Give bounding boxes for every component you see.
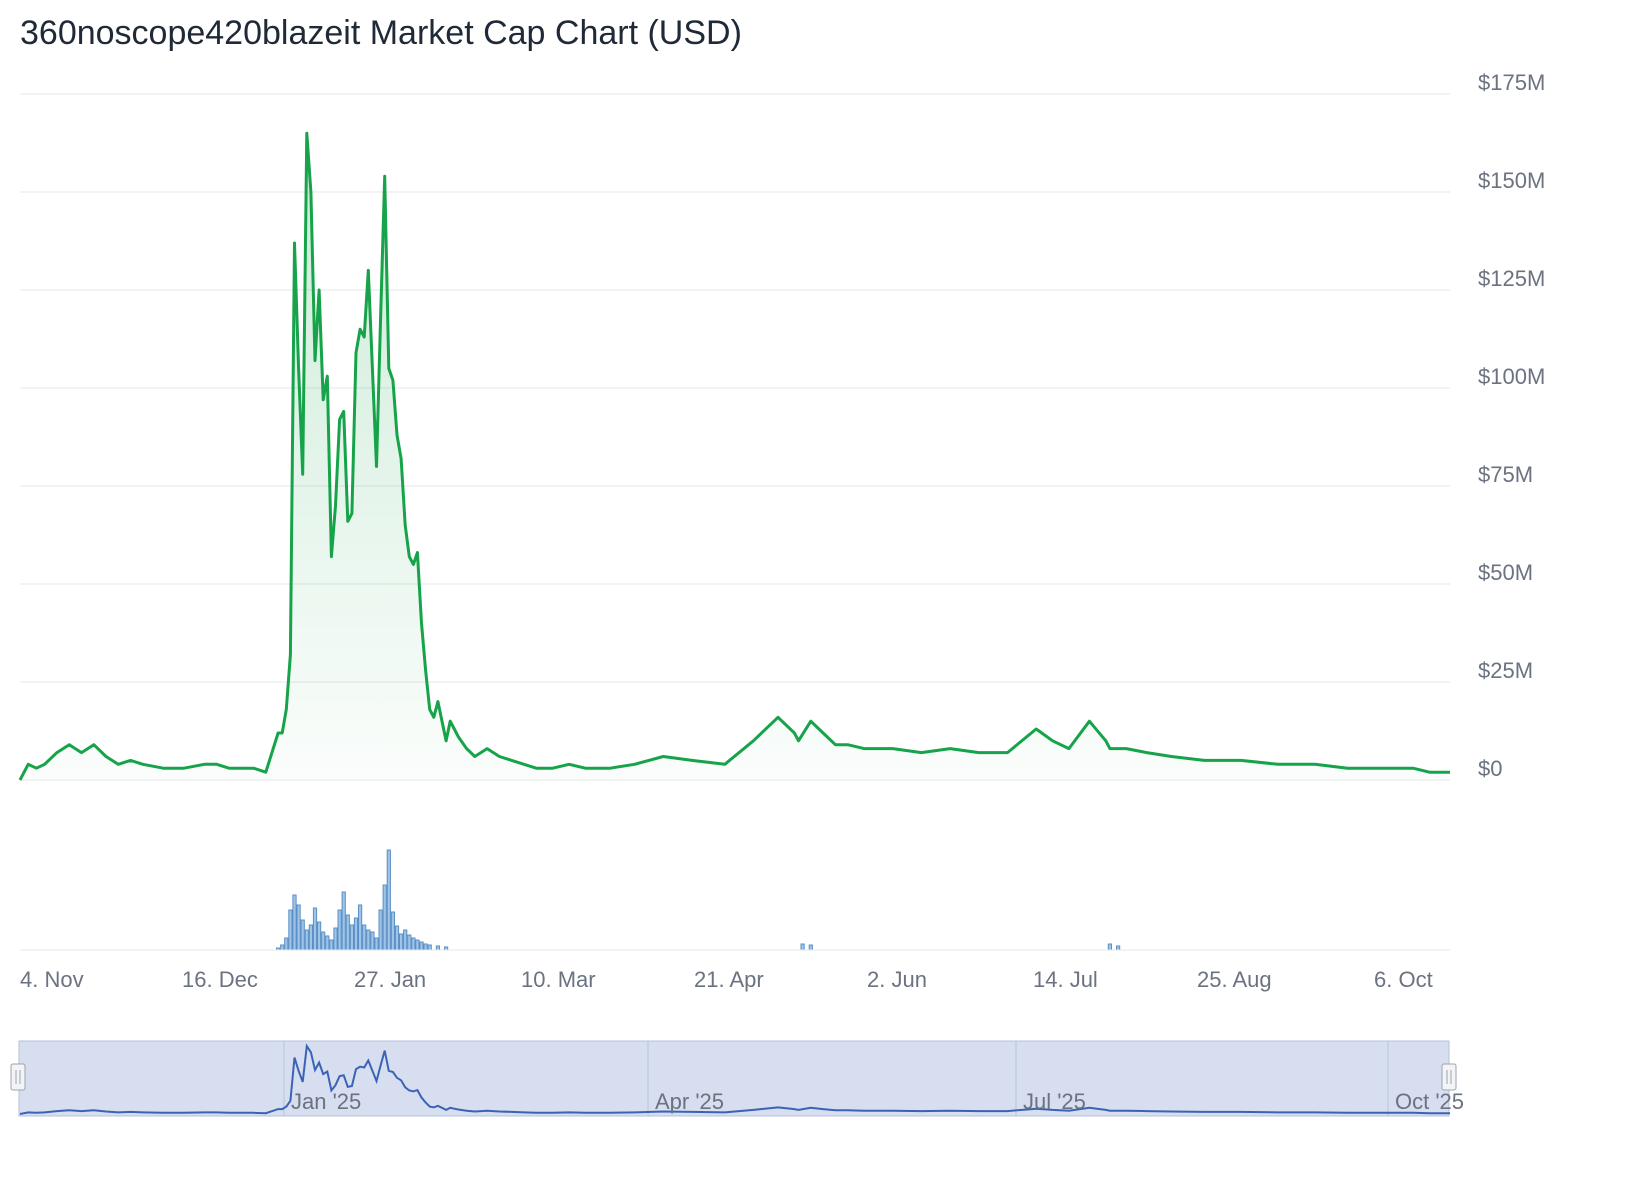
volume-bar (370, 931, 375, 951)
gridlines (20, 93, 1450, 781)
volume-bar (358, 904, 363, 951)
y-tick-label: $0 (1478, 756, 1502, 781)
x-tick-label: 16. Dec (182, 967, 258, 992)
volume-bar (329, 939, 334, 951)
y-tick-label: $100M (1478, 364, 1545, 389)
volume-bar (411, 937, 416, 951)
x-tick-label: 25. Aug (1197, 967, 1272, 992)
price-series-line (18, 131, 1450, 781)
volume-bar (382, 884, 387, 951)
y-axis-labels: $0 $25M $50M $75M $100M $125M $150M $175M (1478, 70, 1545, 781)
volume-bars (276, 849, 1121, 951)
y-tick-label: $50M (1478, 560, 1533, 585)
x-tick-label: 21. Apr (694, 967, 764, 992)
volume-bar (394, 925, 400, 951)
volume-bar (435, 945, 440, 951)
x-tick-label: 14. Jul (1033, 967, 1098, 992)
volume-bar (304, 929, 309, 951)
volume-bar (317, 921, 322, 951)
navigator-series-line (19, 1043, 1450, 1115)
volume-bar (284, 937, 289, 951)
volume-bar (362, 924, 367, 951)
y-tick-label: $150M (1478, 168, 1545, 193)
volume-bar (403, 929, 408, 951)
volume-bar (419, 941, 424, 951)
navigator-labels: Jan '25 Apr '25 Jul '25 Oct '25 (291, 1089, 1464, 1114)
range-navigator[interactable]: Jan '25 Apr '25 Jul '25 Oct '25 (10, 1040, 1464, 1117)
volume-bar (366, 929, 371, 951)
volume-bar (1107, 943, 1113, 951)
volume-bar (427, 944, 432, 951)
volume-bar (308, 924, 313, 951)
y-tick-label: $75M (1478, 462, 1533, 487)
handle-grip[interactable] (1441, 1063, 1457, 1091)
volume-bar (349, 924, 354, 951)
x-tick-label: 2. Jun (867, 967, 927, 992)
volume-bar (386, 849, 391, 951)
volume-bar (808, 944, 813, 951)
volume-bar (296, 904, 301, 951)
volume-bar (390, 911, 395, 951)
price-area-fill (20, 133, 1450, 780)
navigator-handle-right[interactable] (1441, 1063, 1457, 1091)
volume-bar (337, 909, 342, 951)
volume-bar (333, 927, 338, 951)
y-tick-label: $175M (1478, 70, 1545, 95)
chart-title: 360noscope420blazeit Market Cap Chart (U… (20, 14, 742, 52)
navigator-selection[interactable] (18, 1040, 1450, 1117)
volume-bar (415, 939, 420, 951)
x-tick-label: 27. Jan (354, 967, 426, 992)
navigator-handle-left[interactable] (10, 1063, 26, 1091)
volume-bar (341, 891, 346, 951)
y-tick-label: $25M (1478, 658, 1533, 683)
x-tick-label: 4. Nov (20, 967, 84, 992)
volume-bar (353, 917, 359, 951)
volume-bar (1116, 945, 1121, 951)
volume-bar (300, 919, 305, 951)
navigator-label: Jul '25 (1023, 1089, 1086, 1114)
navigator-label: Jan '25 (291, 1089, 361, 1114)
volume-bar (374, 937, 379, 951)
navigator-label: Oct '25 (1395, 1089, 1464, 1114)
volume-bar (399, 933, 404, 951)
navigator-label: Apr '25 (655, 1089, 724, 1114)
volume-bar (325, 935, 330, 951)
volume-bar (345, 914, 350, 951)
volume-bar (280, 944, 285, 951)
handle-grip[interactable] (10, 1063, 26, 1091)
volume-bar (423, 943, 428, 951)
volume-bar (321, 931, 326, 951)
x-tick-label: 10. Mar (521, 967, 596, 992)
volume-bar (288, 909, 293, 951)
y-tick-label: $125M (1478, 266, 1545, 291)
volume-bar (378, 909, 383, 951)
x-tick-label: 6. Oct (1374, 967, 1433, 992)
volume-bar (800, 943, 805, 951)
volume-bar (407, 934, 412, 951)
volume-bar (312, 907, 318, 951)
volume-bar (292, 894, 297, 951)
x-axis-labels: 4. Nov 16. Dec 27. Jan 10. Mar 21. Apr 2. Jun… (20, 967, 1433, 992)
navigator-gridlines (283, 1041, 1389, 1116)
